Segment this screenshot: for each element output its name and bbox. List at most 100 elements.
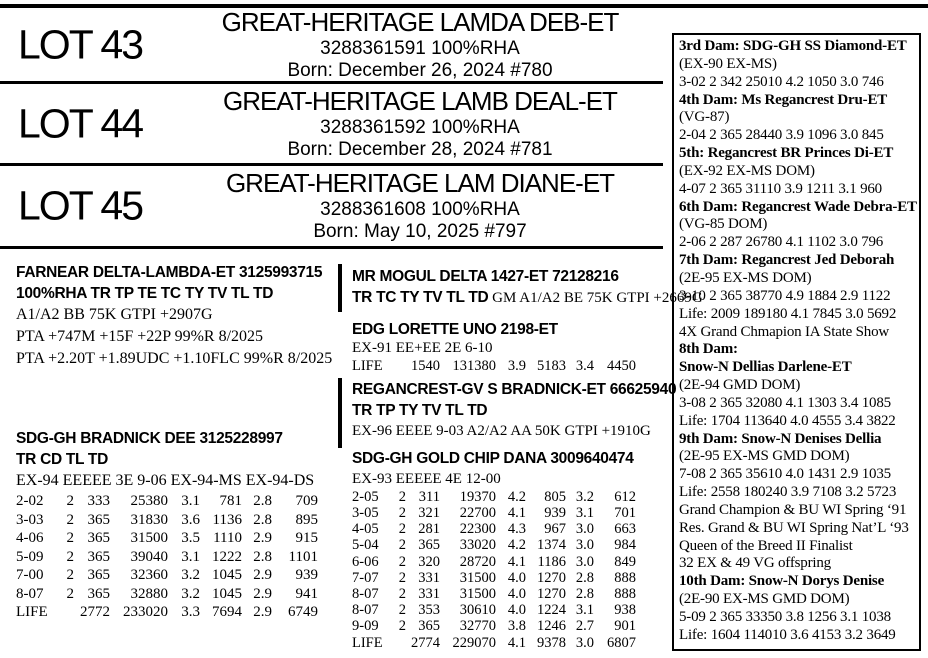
record-cell: 5183 (537, 357, 566, 374)
dam-box-line: (2E-90 EX-MS GMD DOM) (679, 591, 850, 608)
mid-sire2-codes: TR TP TY TV TL TD (352, 401, 488, 419)
record-cell: 2.8 (253, 548, 272, 565)
dam-box-line: Grand Champion & BU WI Spring ‘91 (679, 501, 907, 518)
record-cell: 1246 (537, 618, 566, 635)
record-cell (390, 358, 406, 374)
record-cell (390, 635, 406, 651)
sire-stat-line: PTA +2.20T +1.89UDC +1.10FLC 99%R 8/2025 (16, 350, 333, 367)
record-cell: 6807 (607, 634, 636, 651)
lactation-row: 8-07 2 331 31500 4.0 1270 2.8 888 (352, 586, 670, 602)
record-cell: 2 (398, 521, 406, 538)
left-pedigree-column: FARNEAR DELTA-LAMBDA-ET 3125993715 100%R… (16, 262, 348, 622)
record-cell: 3.5 (181, 530, 200, 546)
sire-name: FARNEAR DELTA-LAMBDA-ET 3125993715 (16, 264, 323, 281)
record-cell: 612 (614, 488, 636, 505)
record-cell: 3.0 (575, 634, 594, 651)
record-cell: 1101 (288, 548, 318, 565)
record-cell: 131380 (452, 357, 497, 374)
mid-dam2-name: SDG-GH GOLD CHIP DANA 3009640474 (352, 449, 634, 467)
lactation-row: 2-02 2 333 25380 3.1 781 2.8 709 (16, 492, 348, 511)
record-cell: LIFE (16, 604, 48, 620)
record-cell: 2 (66, 493, 75, 509)
record-cell: 984 (614, 537, 636, 554)
record-cell: 3.4 (575, 357, 594, 374)
lactation-row: 8-07 2 353 30610 4.0 1224 3.1 938 (352, 602, 670, 618)
record-cell: 2.8 (575, 569, 594, 586)
record-cell: 2 (398, 488, 406, 505)
record-cell: 2.8 (253, 493, 272, 509)
top-rule (0, 4, 928, 8)
record-cell: 33020 (459, 537, 496, 554)
spacer (352, 309, 670, 319)
record-cell: 31500 (459, 569, 496, 586)
mid-sire1-codes-tail: GM A1/A2 BE 75K GTPI +2669G (488, 290, 703, 306)
record-cell: 2.9 (253, 530, 272, 546)
record-cell: 22700 (459, 504, 496, 521)
mid-sire1-codes-bold: TR TC TY TV TL TD (352, 289, 489, 306)
birth-line: Born: December 28, 2024 #781 (287, 138, 553, 160)
lot-number: LOT 44 (18, 100, 144, 146)
record-cell: 7-00 (16, 567, 44, 583)
record-cell: 3.8 (507, 618, 526, 635)
lot-header-row: LOT 45 GREAT-HERITAGE LAM DIANE-ET 32883… (0, 166, 663, 249)
lot-headers: LOT 43 GREAT-HERITAGE LAMDA DEB-ET 32883… (0, 8, 663, 249)
record-cell: 3.2 (575, 488, 594, 505)
mid-sire1-name: MR MOGUL DELTA 1427-ET 72128216 (352, 268, 619, 285)
dam-codes: TR CD TL TD (16, 451, 108, 468)
record-cell: 4.0 (507, 569, 526, 586)
record-cell: 311 (418, 488, 440, 505)
record-cell: 281 (418, 521, 440, 538)
record-cell: 31830 (130, 511, 169, 528)
record-cell: 2 (66, 585, 75, 602)
record-cell: 2 (398, 569, 406, 586)
dam-name: SDG-GH BRADNICK DEE 3125228997 (16, 430, 283, 447)
record-cell: 2.9 (253, 585, 272, 602)
record-cell: 1540 (411, 357, 440, 374)
record-cell: 3.1 (575, 504, 594, 521)
record-cell: 39040 (130, 548, 169, 565)
record-cell: 2 (66, 548, 75, 565)
pedigree-bracket-bottom (338, 378, 342, 448)
record-cell: 1224 (537, 602, 566, 619)
mid-sire2-classification: EX-96 EEEE 9-03 A2/A2 AA 50K GTPI +1910G (352, 422, 651, 439)
extended-dam-box: 3rd Dam: SDG-GH SS Diamond-ET (EX-90 EX-… (672, 33, 921, 651)
record-cell: 4.2 (507, 537, 526, 554)
record-cell: 25380 (130, 493, 169, 509)
record-cell: 365 (87, 530, 111, 546)
lot-header-row: LOT 43 GREAT-HERITAGE LAMDA DEB-ET 32883… (0, 8, 663, 84)
record-cell: 3.0 (575, 521, 594, 538)
lactation-row: 4-06 2 365 31500 3.5 1110 2.9 915 (16, 529, 348, 548)
record-cell: 2.7 (575, 618, 594, 635)
dam-box-line: 3-10 2 365 38770 4.9 1884 2.9 1122 (679, 287, 891, 304)
record-cell: 8-07 (352, 602, 379, 619)
record-cell: 701 (614, 504, 636, 521)
record-cell: 320 (418, 553, 440, 570)
record-cell: 1186 (537, 553, 566, 570)
dam-box-line: 5-09 2 365 33350 3.8 1256 3.1 1038 (679, 609, 891, 625)
record-cell: 939 (544, 504, 566, 521)
record-cell: 1270 (537, 585, 566, 602)
dam-box-line: (2E-94 GMD DOM) (679, 377, 801, 394)
record-cell: 2774 (411, 634, 440, 651)
record-cell: 4.1 (507, 504, 526, 521)
dam-box-line: Life: 2009 189180 4.1 7845 3.0 5692 (679, 305, 897, 322)
dam-box-line: 9th Dam: Snow-N Denises Dellia (679, 430, 882, 447)
lot-number: LOT 43 (18, 21, 144, 67)
sire-stat-line: A1/A2 BB 75K GTPI +2907G (16, 306, 213, 323)
registration-line: 3288361591 100%RHA (320, 37, 520, 59)
mid-dam1-classification: EX-91 EE+EE 2E 6-10 (352, 340, 493, 356)
record-cell: 6-06 (352, 553, 379, 570)
lot-title-block: GREAT-HERITAGE LAM DIANE-ET 3288361608 1… (170, 166, 670, 246)
dam-box-line: 4-07 2 365 31110 3.9 1211 3.1 960 (679, 180, 882, 197)
record-cell: 365 (418, 537, 440, 554)
record-cell: 8-07 (16, 585, 44, 602)
record-cell: 709 (295, 493, 319, 509)
lactation-row: 3-03 2 365 31830 3.6 1136 2.8 895 (16, 511, 348, 530)
lot-number: LOT 45 (18, 182, 144, 229)
record-cell: 7-07 (352, 569, 379, 586)
record-cell: 2.9 (253, 604, 272, 620)
dam-box-line: 3-08 2 365 32080 4.1 1303 3.4 1085 (679, 394, 891, 411)
mid-dam2-classification: EX-93 EEEEE 4E 12-00 (352, 470, 501, 487)
record-cell: 2.8 (253, 511, 272, 528)
mid-sire1-codes: TR TC TY TV TL TD GM A1/A2 BE 75K GTPI +… (352, 287, 703, 309)
